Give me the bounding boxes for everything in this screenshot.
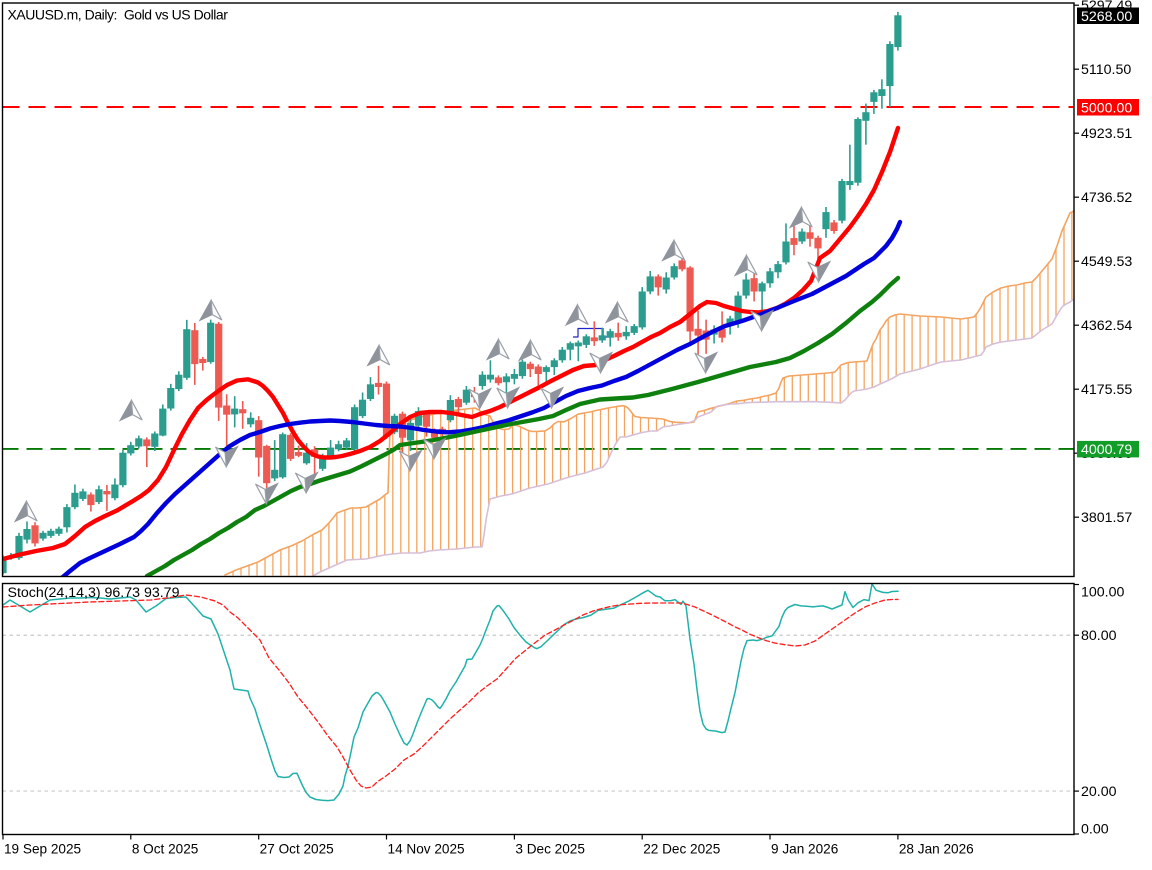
svg-text:4362.54: 4362.54 (1081, 318, 1132, 334)
svg-text:XAUUSD.m, Daily: Gold vs US D: XAUUSD.m, Daily: Gold vs US Dollar (8, 7, 229, 23)
svg-text:19 Sep 2025: 19 Sep 2025 (4, 842, 81, 857)
svg-text:5268.00: 5268.00 (1081, 9, 1132, 25)
svg-text:14 Nov 2025: 14 Nov 2025 (388, 842, 465, 857)
svg-text:9 Jan 2026: 9 Jan 2026 (771, 842, 838, 857)
svg-text:22 Dec 2025: 22 Dec 2025 (643, 842, 720, 857)
svg-text:5110.50: 5110.50 (1081, 62, 1131, 78)
svg-text:27 Oct 2025: 27 Oct 2025 (260, 842, 334, 857)
svg-text:4000.79: 4000.79 (1081, 442, 1132, 458)
svg-text:80.00: 80.00 (1081, 628, 1117, 644)
svg-text:3801.57: 3801.57 (1081, 510, 1132, 526)
svg-text:20.00: 20.00 (1081, 784, 1117, 800)
svg-text:3 Dec 2025: 3 Dec 2025 (515, 842, 585, 857)
svg-text:8 Oct 2025: 8 Oct 2025 (132, 842, 199, 857)
svg-text:Stoch(24,14,3) 96.73 93.79: Stoch(24,14,3) 96.73 93.79 (8, 585, 180, 601)
svg-text:4923.51: 4923.51 (1081, 126, 1132, 142)
svg-text:4549.53: 4549.53 (1081, 254, 1132, 270)
svg-text:0.00: 0.00 (1081, 822, 1109, 838)
svg-text:100.00: 100.00 (1081, 585, 1125, 601)
svg-text:4736.52: 4736.52 (1081, 190, 1132, 206)
svg-text:4175.55: 4175.55 (1081, 382, 1132, 398)
svg-text:5000.00: 5000.00 (1081, 100, 1132, 116)
svg-text:28 Jan 2026: 28 Jan 2026 (899, 842, 974, 857)
